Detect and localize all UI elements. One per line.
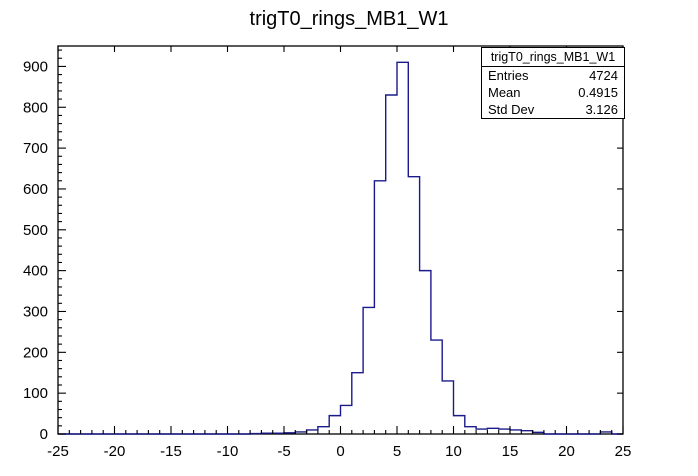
stats-title: trigT0_rings_MB1_W1 — [482, 48, 624, 67]
histogram-canvas: trigT0_rings_MB1_W1 -25 -20 -15 -10 -5 0 5 10 15… — [0, 0, 698, 476]
svg-text:400: 400 — [23, 263, 48, 280]
svg-text:200: 200 — [23, 344, 48, 361]
svg-text:-15: -15 — [160, 443, 182, 460]
svg-text:500: 500 — [23, 222, 48, 239]
stats-entries-row: Entries 4724 — [482, 67, 624, 84]
svg-text:900: 900 — [23, 58, 48, 75]
svg-text:-10: -10 — [217, 443, 239, 460]
stats-legend-box: trigT0_rings_MB1_W1 Entries 4724 Mean 0.… — [481, 47, 625, 119]
svg-text:20: 20 — [558, 443, 575, 460]
stats-mean-row: Mean 0.4915 — [482, 84, 624, 101]
svg-text:300: 300 — [23, 303, 48, 320]
svg-text:5: 5 — [393, 443, 401, 460]
svg-text:-25: -25 — [47, 443, 69, 460]
svg-text:-5: -5 — [277, 443, 290, 460]
svg-text:600: 600 — [23, 181, 48, 198]
svg-text:-20: -20 — [104, 443, 126, 460]
stats-stddev-row: Std Dev 3.126 — [482, 101, 624, 118]
svg-text:25: 25 — [615, 443, 632, 460]
svg-text:800: 800 — [23, 99, 48, 116]
svg-text:10: 10 — [445, 443, 462, 460]
svg-text:0: 0 — [336, 443, 344, 460]
svg-text:100: 100 — [23, 385, 48, 402]
svg-text:0: 0 — [40, 426, 48, 443]
svg-text:15: 15 — [502, 443, 519, 460]
svg-text:700: 700 — [23, 140, 48, 157]
